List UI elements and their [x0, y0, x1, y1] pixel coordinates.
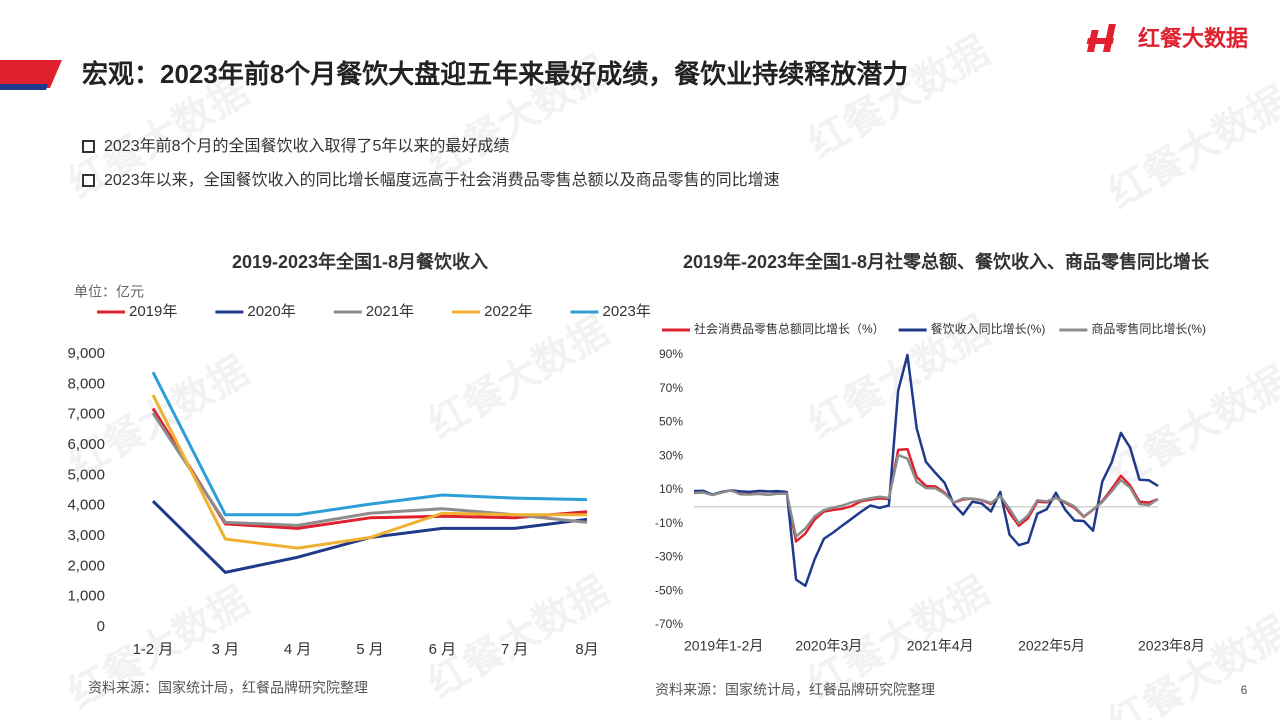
legend-label: 商品零售同比增长(%) — [1091, 321, 1206, 336]
logo-text: 红餐大数据 — [1138, 26, 1248, 51]
y-tick-label: 8,000 — [67, 375, 105, 392]
bullet-box — [82, 140, 95, 153]
y-tick-label: 5,000 — [67, 466, 105, 483]
y-tick-label: 50% — [659, 415, 683, 429]
series-line — [151, 407, 588, 530]
x-tick-label: 8月 — [575, 641, 598, 658]
y-tick-label: -70% — [655, 617, 683, 631]
y-tick-label: 0 — [97, 618, 105, 635]
watermark: 红餐大数据 — [1101, 609, 1280, 720]
unit-label: 单位：亿元 — [74, 284, 144, 300]
watermark: 红餐大数据 — [421, 309, 616, 447]
legend-label: 2023年 — [603, 303, 651, 320]
header-accent-stripe — [0, 84, 48, 90]
chart-title: 2019年-2023年全国1-8月社零总额、餐饮收入、商品零售同比增长 — [683, 251, 1210, 272]
legend-label: 2019年 — [129, 303, 177, 320]
watermark: 红餐大数据 — [801, 29, 996, 167]
x-tick-label: 2021年4月 — [907, 638, 974, 654]
legend-label: 2021年 — [366, 303, 414, 320]
watermark: 红餐大数据 — [1101, 359, 1280, 497]
bullet-text: 2023年以来，全国餐饮收入的同比增长幅度远高于社会消费品零售总额以及商品零售的… — [104, 171, 780, 189]
series-line — [693, 353, 1159, 588]
series-line — [693, 453, 1159, 538]
page-number: 6 — [1241, 683, 1248, 697]
series-line — [151, 412, 588, 527]
series-line — [151, 394, 587, 550]
y-tick-label: 70% — [659, 381, 683, 395]
y-tick-label: 10% — [659, 482, 683, 496]
watermark: 红餐大数据 — [1101, 79, 1280, 217]
y-tick-label: 9,000 — [67, 345, 105, 362]
x-tick-label: 6 月 — [429, 641, 457, 658]
y-tick-label: 30% — [659, 448, 683, 462]
bullet-box — [82, 174, 95, 187]
x-tick-label: 2019年1-2月 — [684, 638, 763, 654]
legend-label: 2022年 — [484, 303, 532, 320]
y-tick-label: 7,000 — [67, 406, 105, 423]
slide-title: 宏观：2023年前8个月餐饮大盘迎五年来最好成绩，餐饮业持续释放潜力 — [82, 59, 908, 89]
source-note: 资料来源：国家统计局，红餐品牌研究院整理 — [88, 680, 368, 696]
y-tick-label: -30% — [655, 550, 683, 564]
x-tick-label: 2022年5月 — [1018, 638, 1085, 654]
bullet-text: 2023年前8个月的全国餐饮收入取得了5年以来的最好成绩 — [104, 137, 509, 155]
logo-icon — [1086, 24, 1116, 52]
source-note: 资料来源：国家统计局，红餐品牌研究院整理 — [655, 682, 935, 698]
series-line — [151, 371, 588, 517]
legend-label: 社会消费品零售总额同比增长（%） — [694, 321, 885, 336]
chart-title: 2019-2023年全国1-8月餐饮收入 — [232, 251, 488, 272]
x-tick-label: 3 月 — [212, 641, 240, 658]
header-accent — [0, 60, 62, 88]
y-tick-label: 3,000 — [67, 527, 105, 544]
legend-label: 餐饮收入同比增长(%) — [931, 321, 1046, 336]
y-tick-label: -10% — [655, 516, 683, 530]
x-tick-label: 5 月 — [356, 641, 384, 658]
y-tick-label: 90% — [659, 347, 683, 361]
x-tick-label: 1-2 月 — [133, 641, 174, 658]
watermark: 红餐大数据 — [421, 569, 616, 707]
y-tick-label: 1,000 — [67, 588, 105, 605]
y-tick-label: -50% — [655, 583, 683, 597]
x-tick-label: 4 月 — [284, 641, 312, 658]
y-tick-label: 4,000 — [67, 497, 105, 514]
x-tick-label: 2020年3月 — [795, 638, 862, 654]
y-tick-label: 2,000 — [67, 557, 105, 574]
y-tick-label: 6,000 — [67, 436, 105, 453]
x-tick-label: 7 月 — [501, 641, 529, 658]
legend-label: 2020年 — [247, 303, 295, 320]
x-tick-label: 2023年8月 — [1138, 638, 1205, 654]
